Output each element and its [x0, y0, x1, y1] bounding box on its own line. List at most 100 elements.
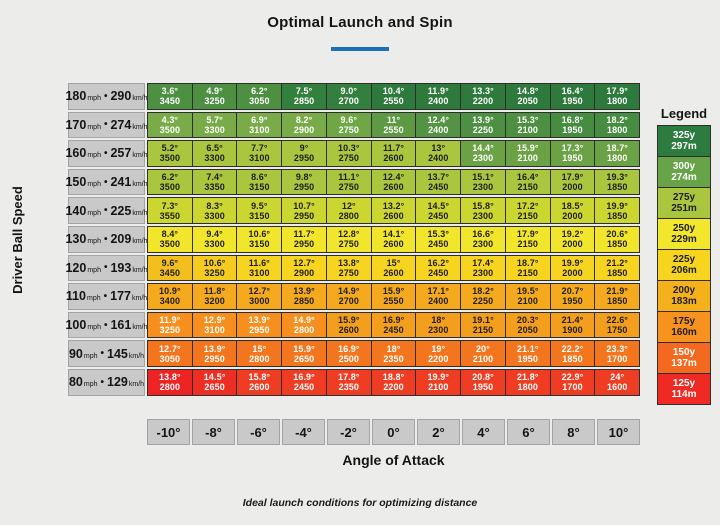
cell-90mph-aoa2°: 19° 2200: [415, 340, 462, 367]
cell-100mph-aoa-4°: 14.9° 2800: [281, 311, 327, 339]
cell-120mph-aoa6°: 18.7° 2150: [504, 254, 551, 282]
launch-angle-value: 16.4°: [516, 172, 539, 183]
launch-angle-value: 15°: [252, 343, 267, 354]
spin-rate-value: 1800: [607, 153, 628, 164]
spin-rate-value: 3250: [204, 267, 225, 278]
separator-dot: •: [103, 233, 108, 245]
cell-180mph-aoa-8°: 4.9° 3250: [191, 83, 238, 110]
speed-kmh-unit: km/h: [132, 295, 148, 303]
spin-rate-value: 2800: [293, 325, 315, 336]
spin-rate-value: 2100: [472, 353, 494, 364]
cell-90mph-aoa8°: 22.2° 1850: [549, 340, 596, 367]
spin-rate-value: 3200: [204, 296, 225, 307]
separator-dot: •: [103, 119, 108, 131]
spin-rate-value: 2250: [472, 296, 494, 307]
spin-rate-value: 1850: [562, 353, 583, 364]
cell-170mph-aoa-8°: 5.7° 3300: [191, 111, 238, 139]
spin-rate-value: 2300: [428, 325, 449, 336]
speed-kmh-unit: km/h: [132, 95, 148, 103]
launch-angle-value: 13.7°: [427, 172, 450, 183]
spin-rate-value: 3500: [159, 124, 181, 135]
cell-130mph-aoa-8°: 9.4° 3300: [191, 225, 238, 253]
launch-angle-value: 11.6°: [248, 257, 270, 268]
launch-angle-value: 15.9°: [382, 286, 405, 297]
spin-rate-value: 3450: [159, 267, 181, 278]
aoa-header-2°: 2°: [417, 419, 460, 445]
cell-140mph-aoa-10°: 7.3° 3550: [147, 197, 193, 224]
spin-rate-value: 2150: [517, 182, 538, 193]
spin-rate-value: 2750: [338, 267, 360, 278]
launch-angle-value: 8.6°: [251, 172, 268, 183]
legend-yards-value: 325y: [672, 130, 696, 141]
cell-170mph-aoa8°: 16.8° 1950: [549, 111, 596, 139]
row-label-150mph: 150 mph • 241 km/h: [65, 168, 148, 196]
legend-meters-value: 160m: [671, 327, 697, 338]
cell-180mph-aoa-4°: 7.5° 2850: [281, 83, 327, 110]
spin-rate-value: 3100: [249, 153, 270, 164]
launch-angle-value: 13°: [431, 143, 446, 154]
cell-140mph-aoa8°: 18.5° 2000: [549, 197, 596, 224]
cell-130mph-aoa-2°: 12.8° 2750: [325, 225, 372, 253]
cell-120mph-aoa-10°: 9.6° 3450: [147, 254, 193, 282]
launch-angle-value: 8.4°: [161, 229, 179, 240]
spin-rate-value: 2100: [517, 296, 538, 307]
launch-angle-value: 9.4°: [206, 229, 223, 240]
cell-180mph-aoa4°: 13.3° 2200: [460, 83, 506, 110]
spin-rate-value: 2950: [293, 239, 315, 250]
cell-180mph-aoa-2°: 9.0° 2700: [325, 83, 372, 110]
row-label-170mph: 170 mph • 274 km/h: [65, 111, 148, 139]
launch-angle-value: 5.7°: [206, 114, 223, 125]
launch-angle-value: 10.7°: [293, 200, 315, 211]
legend-yards-value: 150y: [672, 347, 696, 358]
launch-angle-value: 15.9°: [337, 315, 360, 326]
cell-130mph-aoa2°: 15.3° 2450: [415, 225, 462, 253]
cell-120mph-aoa-4°: 12.7° 2900: [281, 254, 327, 282]
cell-140mph-aoa6°: 17.2° 2150: [504, 197, 551, 224]
spin-rate-value: 3050: [249, 96, 270, 107]
speed-kmh-value: 129: [107, 375, 128, 390]
launch-angle-value: 14.9°: [293, 315, 315, 326]
cell-100mph-aoa-10°: 11.9° 3250: [147, 311, 193, 339]
launch-angle-value: 9.8°: [295, 172, 313, 183]
cell-160mph-aoa-10°: 5.2° 3500: [147, 140, 193, 167]
launch-angle-value: 12.7°: [159, 343, 181, 354]
cell-170mph-aoa-10°: 4.3° 3500: [147, 111, 193, 139]
cell-140mph-aoa-8°: 8.3° 3300: [191, 197, 238, 224]
spin-rate-value: 1950: [562, 124, 583, 135]
speed-mph-value: 150: [65, 175, 87, 190]
cell-110mph-aoa-4°: 13.9° 2850: [281, 283, 327, 310]
launch-angle-value: 11.9°: [427, 86, 449, 97]
launch-angle-value: 19°: [431, 343, 446, 354]
launch-angle-value: 6.9°: [251, 114, 268, 125]
launch-angle-value: 22.6°: [606, 315, 629, 326]
launch-angle-value: 11.1°: [338, 172, 360, 183]
launch-angle-value: 13.8°: [337, 257, 360, 268]
heatmap-row-150mph: 6.2° 3500 7.4° 3350 8.6° 3150 9.8° 2950 11.1° 275…: [147, 168, 641, 196]
speed-kmh-value: 257: [110, 146, 132, 161]
launch-angle-value: 20.3°: [516, 315, 539, 326]
launch-angle-value: 11°: [386, 114, 401, 125]
cell-150mph-aoa-8°: 7.4° 3350: [191, 168, 238, 196]
speed-kmh-unit: km/h: [132, 152, 148, 160]
launch-angle-value: 23.3°: [606, 343, 629, 354]
launch-angle-value: 22.2°: [561, 343, 584, 354]
launch-angle-value: 18.2°: [606, 114, 629, 125]
launch-angle-value: 16.9°: [382, 315, 405, 326]
spin-rate-value: 2950: [204, 353, 225, 364]
spin-rate-value: 3450: [159, 96, 181, 107]
cell-110mph-aoa4°: 18.2° 2250: [460, 283, 506, 310]
cell-100mph-aoa4°: 19.1° 2150: [460, 311, 506, 339]
spin-rate-value: 2550: [383, 124, 404, 135]
cell-120mph-aoa-6°: 11.6° 3100: [236, 254, 283, 282]
launch-angle-value: 7.3°: [161, 200, 179, 211]
launch-angle-value: 12.4°: [427, 114, 450, 125]
cell-110mph-aoa-8°: 11.8° 3200: [191, 283, 238, 310]
heatmap-row-110mph: 10.9° 3400 11.8° 3200 12.7° 3000 13.9° 2850 14.9…: [147, 283, 641, 310]
launch-angle-value: 9.0°: [340, 86, 358, 97]
spin-rate-value: 2450: [293, 382, 315, 393]
spin-rate-value: 3100: [249, 267, 270, 278]
cell-130mph-aoa8°: 19.2° 2000: [549, 225, 596, 253]
cell-140mph-aoa4°: 15.8° 2300: [460, 197, 506, 224]
heatmap-grid: 3.6° 3450 4.9° 3250 6.2° 3050 7.5° 2850 9.0° 2700…: [147, 83, 641, 396]
launch-angle-value: 10.3°: [337, 143, 360, 154]
